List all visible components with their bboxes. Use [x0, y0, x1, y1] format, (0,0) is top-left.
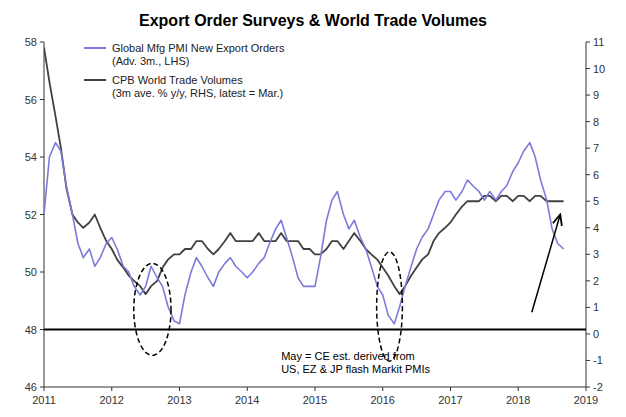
y2-tick-label: 2 [593, 275, 599, 287]
x-tick [315, 387, 316, 391]
chart: Export Order Surveys & World Trade Volum… [0, 0, 626, 417]
x-tick-label: 2014 [235, 394, 259, 406]
x-tick-label: 2017 [438, 394, 462, 406]
y2-tick [586, 42, 590, 43]
x-tick [382, 387, 383, 391]
y2-tick [586, 227, 590, 228]
y-tick-label: 46 [25, 381, 37, 393]
x-tick-label: 2019 [574, 394, 598, 406]
y-tick-label: 50 [25, 266, 37, 278]
x-tick [179, 387, 180, 391]
y2-tick-label: -2 [593, 381, 603, 393]
x-tick-label: 2011 [32, 394, 56, 406]
x-tick-label: 2013 [167, 394, 191, 406]
highlight-ellipse [134, 263, 171, 355]
y2-tick-label: 8 [593, 116, 599, 128]
x-tick [586, 387, 587, 391]
y2-tick-label: 6 [593, 169, 599, 181]
y2-tick [586, 68, 590, 69]
y-tick-label: 52 [25, 209, 37, 221]
y2-tick [586, 254, 590, 255]
y2-tick-label: 11 [593, 36, 604, 48]
y2-tick [586, 95, 590, 96]
y-tick-label: 58 [25, 36, 37, 48]
x-tick [518, 387, 519, 391]
y2-tick [586, 121, 590, 122]
annotation-arrow [532, 215, 560, 313]
x-tick-label: 2018 [506, 394, 530, 406]
y2-tick-label: -1 [593, 354, 603, 366]
text-line: CPB World Trade Volumes [112, 74, 243, 86]
x-tick [111, 387, 112, 391]
text-line: (Adv. 3m., LHS) [112, 55, 189, 67]
y2-tick [586, 174, 590, 175]
y2-tick-label: 5 [593, 195, 599, 207]
y-tick [40, 272, 44, 273]
y-tick [40, 157, 44, 158]
x-tick [44, 387, 45, 391]
text-line: US, EZ & JP flash Markit PMIs [281, 363, 430, 375]
title: Export Order Surveys & World Trade Volum… [139, 12, 487, 29]
y-tick [40, 99, 44, 100]
y2-tick [586, 280, 590, 281]
y2-tick-label: 4 [593, 222, 599, 234]
x-tick [450, 387, 451, 391]
annotation-text: May = CE est. derived fromUS, EZ & JP fl… [281, 350, 430, 375]
y-tick-label: 48 [25, 324, 37, 336]
text-line: (3m ave. % y/y, RHS, latest = Mar.) [112, 87, 283, 99]
text-line: May = CE est. derived from [281, 350, 415, 362]
series-line [44, 143, 564, 324]
y2-tick [586, 201, 590, 202]
y2-tick-label: 10 [593, 63, 605, 75]
x-tick [247, 387, 248, 391]
legend-label: CPB World Trade Volumes(3m ave. % y/y, R… [112, 74, 283, 99]
x-tick-label: 2015 [303, 394, 327, 406]
y2-tick-label: 7 [593, 142, 599, 154]
y-tick-label: 56 [25, 94, 37, 106]
y-tick-label: 54 [25, 151, 37, 163]
y2-tick [586, 360, 590, 361]
x-tick-label: 2012 [100, 394, 124, 406]
y2-tick-label: 1 [593, 301, 599, 313]
y2-tick-label: 3 [593, 248, 599, 260]
y2-axis-line [586, 42, 587, 387]
y-tick [40, 387, 44, 388]
y-tick [40, 214, 44, 215]
x-tick-label: 2016 [371, 394, 395, 406]
axes: 2011201220132014201520162017201820194648… [25, 36, 606, 406]
series-line [44, 47, 564, 294]
y-tick [40, 329, 44, 330]
legend-label: Global Mfg PMI New Export Orders(Adv. 3m… [112, 42, 285, 67]
reference-line [44, 329, 586, 331]
y2-tick [586, 307, 590, 308]
y-tick [40, 42, 44, 43]
highlight-ellipse [377, 252, 403, 361]
legend: Global Mfg PMI New Export Orders(Adv. 3m… [84, 42, 285, 99]
legend-swatch [84, 79, 106, 81]
text-line: Global Mfg PMI New Export Orders [112, 42, 285, 54]
y2-tick [586, 333, 590, 334]
plot-area [44, 47, 586, 329]
legend-swatch [84, 47, 106, 49]
annotations: May = CE est. derived fromUS, EZ & JP fl… [134, 215, 560, 375]
y2-tick [586, 387, 590, 388]
y2-tick [586, 148, 590, 149]
y2-tick-label: 9 [593, 89, 599, 101]
y2-tick-label: 0 [593, 328, 599, 340]
